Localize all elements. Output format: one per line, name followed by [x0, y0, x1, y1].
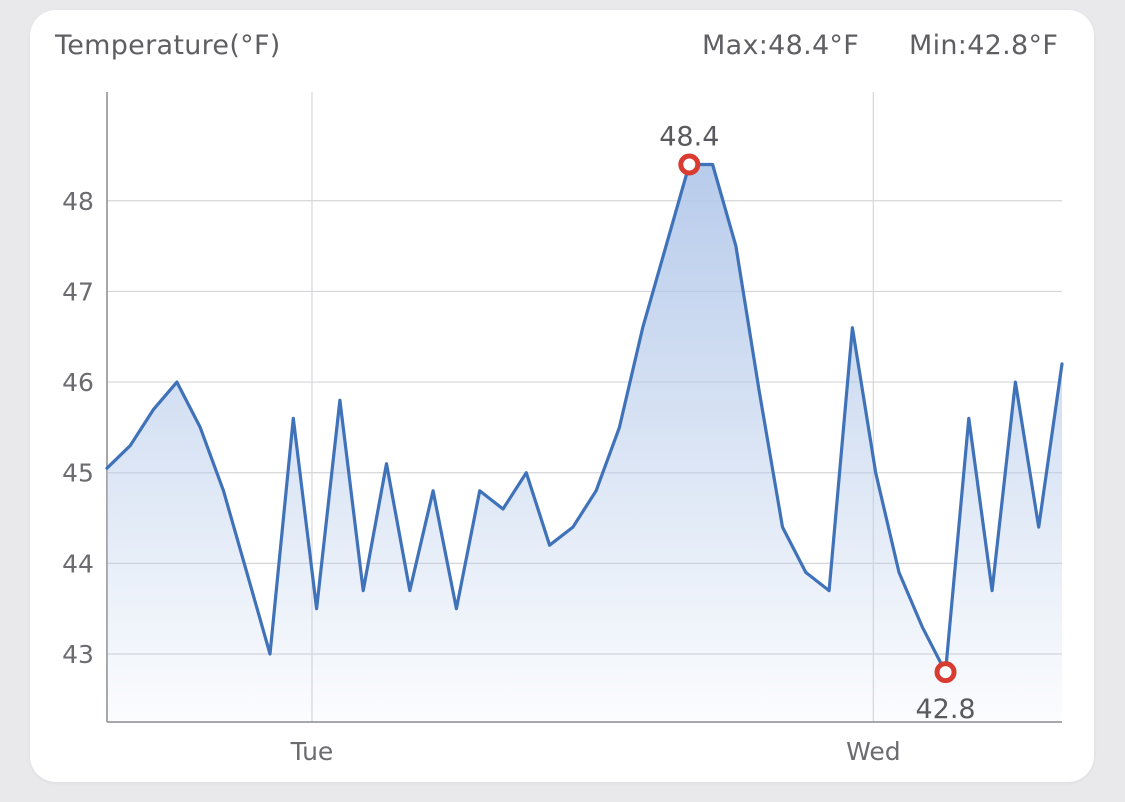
min-temperature-label: Min:42.8°F — [909, 30, 1059, 61]
temperature-line — [105, 162, 1064, 674]
max-point-marker — [678, 153, 701, 176]
y-tick-label-45: 45 — [62, 459, 94, 488]
chart-title: Temperature(°F) — [55, 30, 281, 61]
y-tick-label-46: 46 — [62, 368, 94, 397]
max-point-label: 48.4 — [659, 122, 719, 153]
temperature-area — [107, 164, 1062, 722]
max-temperature-label: Max:48.4°F — [702, 30, 860, 61]
y-tick-label-47: 47 — [62, 277, 94, 306]
x-tick-label-tue: Tue — [290, 737, 334, 766]
y-tick-label-44: 44 — [62, 549, 94, 578]
min-point-label: 42.8 — [915, 694, 975, 725]
y-tick-label-43: 43 — [62, 640, 94, 669]
min-point-marker — [934, 661, 957, 684]
x-tick-label-wed: Wed — [846, 737, 901, 766]
y-tick-label-48: 48 — [62, 187, 94, 216]
